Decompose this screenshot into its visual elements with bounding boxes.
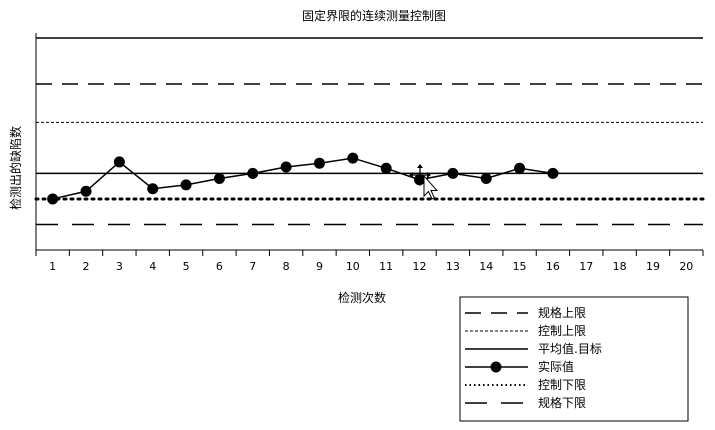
x-tick-label: 19: [646, 260, 660, 273]
actual-point: [80, 185, 92, 197]
x-tick-label: 20: [679, 260, 693, 273]
actual-point: [147, 183, 159, 195]
legend-marker: [490, 361, 502, 373]
x-tick-label: 5: [183, 260, 190, 273]
actual-point: [514, 162, 526, 174]
actual-point: [313, 157, 325, 169]
actual-point: [380, 162, 392, 174]
legend-label-0: 规格上限: [538, 305, 586, 320]
x-tick-label: 14: [479, 260, 493, 273]
x-axis-label: 检测次数: [338, 290, 386, 305]
x-tick-label: 18: [613, 260, 627, 273]
x-tick-label: 15: [513, 260, 527, 273]
x-tick-label: 1: [49, 260, 56, 273]
actual-series-line: [52, 157, 554, 200]
actual-point: [280, 161, 292, 173]
actual-point: [247, 167, 259, 179]
x-tick-label: 3: [116, 260, 123, 273]
x-tick-label: 12: [413, 260, 427, 273]
x-tick-label: 4: [149, 260, 156, 273]
actual-point: [447, 167, 459, 179]
x-tick-label: 16: [546, 260, 560, 273]
x-ticks: 1 2 3 4 5 6 7 8 9 10 11 12 13 14 15 16 17 18 19 20: [35, 250, 704, 273]
actual-point: [480, 173, 492, 185]
actual-point: [347, 152, 359, 164]
move-cursor-icon: [409, 164, 439, 200]
actual-point: [547, 167, 559, 179]
actual-point: [113, 156, 125, 168]
actual-series: [47, 152, 559, 205]
x-tick-label: 10: [346, 260, 360, 273]
actual-point: [47, 193, 59, 205]
legend-label-4: 控制下限: [538, 378, 586, 392]
y-axis-label: 检测出的缺陷数: [8, 126, 23, 210]
legend-label-5: 规格下限: [538, 395, 586, 410]
x-tick-label: 6: [216, 260, 223, 273]
actual-point: [180, 179, 192, 191]
legend-label-2: 平均值.目标: [538, 341, 602, 356]
x-tick-label: 17: [579, 260, 593, 273]
x-tick-label: 9: [316, 260, 323, 273]
chart-title: 固定界限的连续测量控制图: [302, 8, 446, 23]
limit-lines: [34, 37, 705, 226]
legend-box: [459, 296, 689, 422]
x-tick-label: 8: [283, 260, 290, 273]
x-tick-label: 2: [83, 260, 90, 273]
x-tick-label: 11: [379, 260, 393, 273]
x-tick-label: 13: [446, 260, 460, 273]
actual-point: [213, 173, 225, 185]
legend-label-1: 控制上限: [538, 324, 586, 338]
legend-label-3: 实际值: [538, 359, 574, 374]
x-tick-label: 7: [249, 260, 256, 273]
